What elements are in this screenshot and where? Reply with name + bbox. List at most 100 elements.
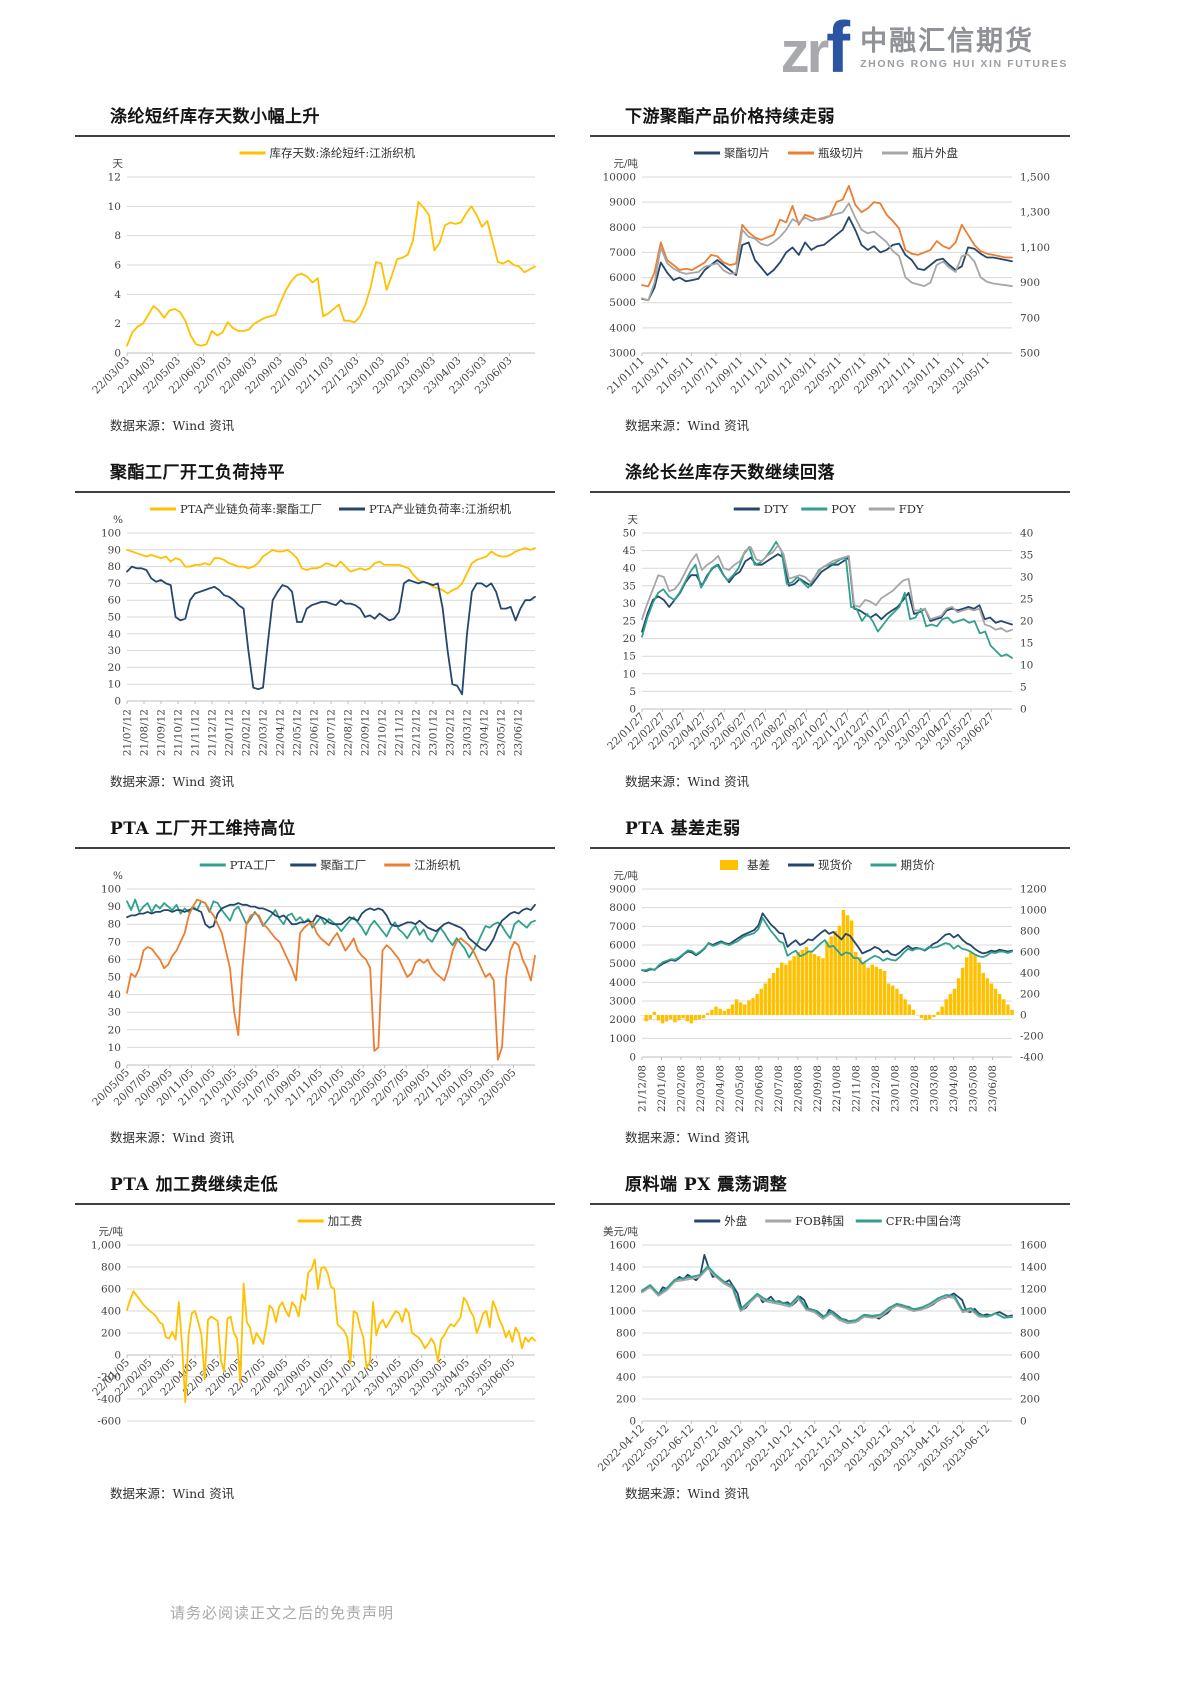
bar [886, 983, 891, 1015]
bar [948, 994, 953, 1015]
bar [677, 1015, 681, 1021]
bar [706, 1012, 710, 1015]
y-axis-tick-left: 600 [616, 1350, 636, 1362]
chart-canvas: 3000 4000 5000 6000 7000 8000 9000 10000 500 700 9… [603, 146, 1050, 396]
line-series [641, 1267, 1013, 1325]
bar [854, 952, 858, 1015]
y-axis-tick-left: 1600 [609, 1240, 636, 1252]
line-series [126, 547, 536, 595]
y-axis-tick-right: 1,300 [1020, 207, 1050, 219]
y-axis-unit: % [113, 870, 123, 882]
chart-block-1: 涤纶短纤库存天数小幅上升 0 2 4 6 8 10 12 22/03/03 22/04/03 22/… [75, 102, 555, 448]
legend-label: 聚酯工厂 [320, 858, 366, 872]
bar [985, 978, 990, 1016]
y-axis-tick-right: 0 [1020, 704, 1027, 716]
bar [664, 1015, 669, 1022]
title-rule [75, 491, 555, 493]
legend-label: 外盘 [724, 1214, 747, 1228]
y-axis-tick-right: -200 [1020, 1031, 1044, 1043]
bar [923, 1015, 928, 1021]
legend-label: DTY [764, 502, 789, 516]
x-axis-label: 23/02/12 [445, 709, 457, 756]
bar [644, 1015, 648, 1022]
x-axis-label: 22/05/08 [734, 1065, 746, 1112]
x-axis-label: 23/03/12 [462, 709, 474, 756]
y-axis-tick-right: 10 [1020, 660, 1033, 672]
x-axis-label: 22/02/12 [241, 709, 253, 756]
y-axis-tick-left: 20 [623, 633, 636, 645]
y-axis-tick-left: -600 [97, 1416, 121, 1428]
x-axis-label: 23/02/08 [909, 1065, 921, 1112]
y-axis-tick-left: 4 [114, 289, 121, 301]
x-axis-label: 22/06/12 [309, 709, 321, 756]
y-axis-tick-left: 80 [108, 561, 121, 573]
x-axis-label: 21/12/12 [207, 709, 219, 756]
y-axis-tick-left: 10000 [603, 172, 636, 184]
x-axis-label: 23/05/08 [968, 1065, 980, 1112]
legend-label: 聚酯切片 [724, 146, 770, 160]
y-axis-tick-left: 45 [623, 545, 636, 557]
y-axis-tick-left: 7000 [609, 247, 636, 259]
y-axis-tick-left: 90 [108, 901, 121, 913]
y-axis-tick-left: 50 [108, 612, 121, 624]
bar [936, 1011, 940, 1015]
bar [681, 1015, 685, 1019]
y-axis-tick-left: 3000 [609, 348, 636, 360]
bar [755, 994, 759, 1015]
bar [771, 973, 776, 1015]
y-axis-tick-left: 20 [108, 662, 121, 674]
bar [734, 999, 739, 1016]
bar [673, 1015, 677, 1023]
y-axis-tick-left: 2000 [609, 1014, 636, 1026]
company-logo: zrf 中融汇信期货 ZHONG RONG HUI XIN FUTURES [781, 12, 1068, 84]
bar [965, 957, 969, 1016]
y-axis-tick-left: 8000 [609, 902, 636, 914]
y-axis-tick-left: 4000 [609, 322, 636, 334]
y-axis-tick-left: 2 [114, 318, 121, 330]
chart-canvas: 0100020003000400050006000700080009000-40… [609, 858, 1046, 1112]
y-axis-tick-right: 35 [1020, 550, 1033, 562]
y-axis-tick-right: 400 [1020, 968, 1040, 980]
y-axis-tick-right: 0 [1020, 1010, 1027, 1022]
chart-title: 涤纶长丝库存天数继续回落 [625, 463, 835, 483]
y-axis-tick-right: 700 [1020, 312, 1040, 324]
chart-title: 下游聚酯产品价格持续走弱 [625, 107, 835, 127]
bar [693, 1015, 698, 1021]
line-series [126, 565, 536, 696]
y-axis-tick-left: 35 [623, 580, 636, 592]
y-axis-tick-right: 1600 [1020, 1240, 1047, 1252]
y-axis-tick-right: 30 [1020, 572, 1033, 584]
y-axis-tick-left: 1200 [609, 1284, 636, 1296]
y-axis-tick-left: 1,000 [91, 1240, 121, 1252]
report-header: zrf 中融汇信期货 ZHONG RONG HUI XIN FUTURES [0, 0, 1190, 102]
x-axis-label: 23/01/08 [890, 1065, 902, 1112]
y-axis-tick-left: 60 [108, 595, 121, 607]
bar [866, 967, 870, 1016]
x-axis-label: 23/05/12 [496, 709, 508, 756]
bar [780, 962, 784, 1015]
line-series [126, 898, 536, 959]
y-axis-tick-right: -400 [1020, 1052, 1044, 1064]
chart-canvas: 0 10 20 30 40 50 60 70 80 90 100 21/07/12 21/08/12 21… [101, 502, 536, 756]
y-axis-tick-left: 400 [101, 1306, 121, 1318]
y-axis-unit: % [113, 514, 123, 526]
x-axis-label: 22/08/08 [792, 1065, 804, 1112]
line-series [641, 202, 1013, 302]
bar [697, 1015, 702, 1020]
x-axis-label: 22/07/12 [326, 709, 338, 756]
bar [829, 936, 833, 1016]
legend-label: 现货价 [818, 858, 853, 872]
y-axis-tick-right: 400 [1020, 1372, 1040, 1384]
chart-block-3: 聚酯工厂开工负荷持平 0 10 20 30 40 50 60 70 80 90 100 21/07/12… [75, 458, 555, 804]
bar [841, 910, 846, 1015]
line-series [641, 544, 1013, 633]
y-axis-tick-left: 40 [623, 563, 636, 575]
bar [714, 1006, 718, 1015]
chart-title: PTA 加工费继续走低 [110, 1175, 279, 1195]
legend-label: 瓶级切片 [818, 146, 864, 160]
y-axis-unit: 元/吨 [613, 157, 638, 170]
y-axis-tick-left: 3000 [609, 996, 636, 1008]
chart-block-4: 涤纶长丝库存天数继续回落 0 5 10 15 20 25 30 35 40 45 50 0 5 10 15 20… [590, 458, 1070, 804]
line-series [126, 902, 536, 952]
y-axis-tick-left: 30 [108, 1007, 121, 1019]
